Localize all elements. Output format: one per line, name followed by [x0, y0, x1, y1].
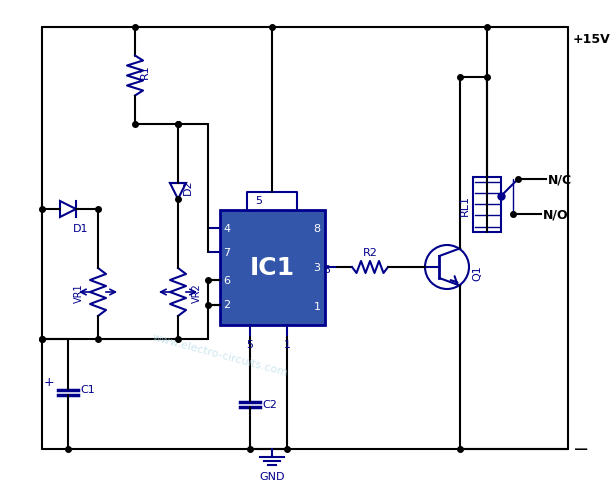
Text: C1: C1	[80, 384, 95, 394]
Text: GND: GND	[259, 471, 285, 481]
Text: 5: 5	[247, 340, 253, 350]
Text: 3: 3	[323, 264, 330, 274]
Text: 1: 1	[283, 340, 291, 350]
Text: −: −	[573, 440, 589, 459]
Text: 1: 1	[313, 302, 321, 312]
Text: www.electro-circuits.com: www.electro-circuits.com	[151, 331, 289, 377]
Text: VR1: VR1	[74, 283, 84, 302]
Text: R1: R1	[140, 64, 150, 79]
Text: IC1: IC1	[250, 256, 294, 280]
Text: RL1: RL1	[460, 194, 470, 215]
Text: 6: 6	[223, 275, 231, 285]
Text: 7: 7	[223, 247, 231, 257]
Text: +15V: +15V	[573, 33, 611, 46]
Bar	[473, 177, 501, 232]
Text: C2: C2	[262, 399, 277, 409]
Bar	[220, 210, 324, 325]
Text: 2: 2	[223, 300, 231, 310]
Text: N/O: N/O	[543, 208, 569, 221]
Text: Q1: Q1	[472, 264, 482, 280]
Text: +: +	[43, 375, 54, 387]
Text: VR2: VR2	[192, 283, 202, 302]
Text: 3: 3	[313, 263, 321, 272]
Text: D1: D1	[73, 224, 89, 234]
Text: N/C: N/C	[548, 173, 572, 186]
Text: 8: 8	[313, 223, 321, 233]
Text: 4: 4	[223, 223, 231, 233]
Text: D2: D2	[183, 179, 193, 194]
Text: R2: R2	[362, 247, 378, 258]
Text: 5: 5	[255, 196, 262, 206]
